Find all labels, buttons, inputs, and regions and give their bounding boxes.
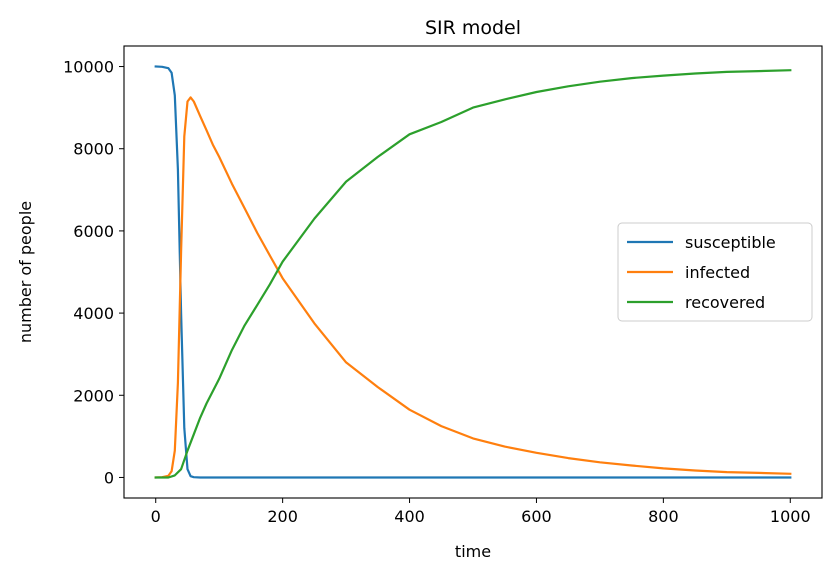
series-line-recovered <box>154 69 792 479</box>
y-axis: 0 2000 4000 6000 8000 10000 <box>63 58 124 487</box>
series-line-susceptible <box>154 65 792 479</box>
x-tick-label: 600 <box>521 507 552 526</box>
plot-frame <box>123 45 823 499</box>
x-axis-label: time <box>455 542 491 561</box>
x-tick-label: 800 <box>648 507 679 526</box>
x-tick-label: 1000 <box>770 507 811 526</box>
plot-series <box>154 65 792 479</box>
y-tick-label: 4000 <box>73 304 114 323</box>
x-tick-label: 400 <box>394 507 425 526</box>
y-tick-label: 2000 <box>73 386 114 405</box>
y-tick-label: 8000 <box>73 140 114 159</box>
legend-label-recovered: recovered <box>685 293 765 312</box>
x-tick-label: 200 <box>267 507 298 526</box>
series-line-infected <box>154 96 792 479</box>
y-tick-label: 10000 <box>63 58 114 77</box>
y-axis-label: number of people <box>16 201 35 343</box>
y-tick-label: 0 <box>104 468 114 487</box>
legend-label-infected: infected <box>685 263 750 282</box>
chart-title: SIR model <box>425 17 521 39</box>
legend-frame <box>617 222 813 322</box>
legend: susceptible infected recovered <box>617 222 813 322</box>
x-axis: 0 200 400 600 800 1000 <box>151 498 811 526</box>
y-tick-label: 6000 <box>73 222 114 241</box>
x-tick-label: 0 <box>151 507 161 526</box>
legend-label-susceptible: susceptible <box>685 233 776 252</box>
